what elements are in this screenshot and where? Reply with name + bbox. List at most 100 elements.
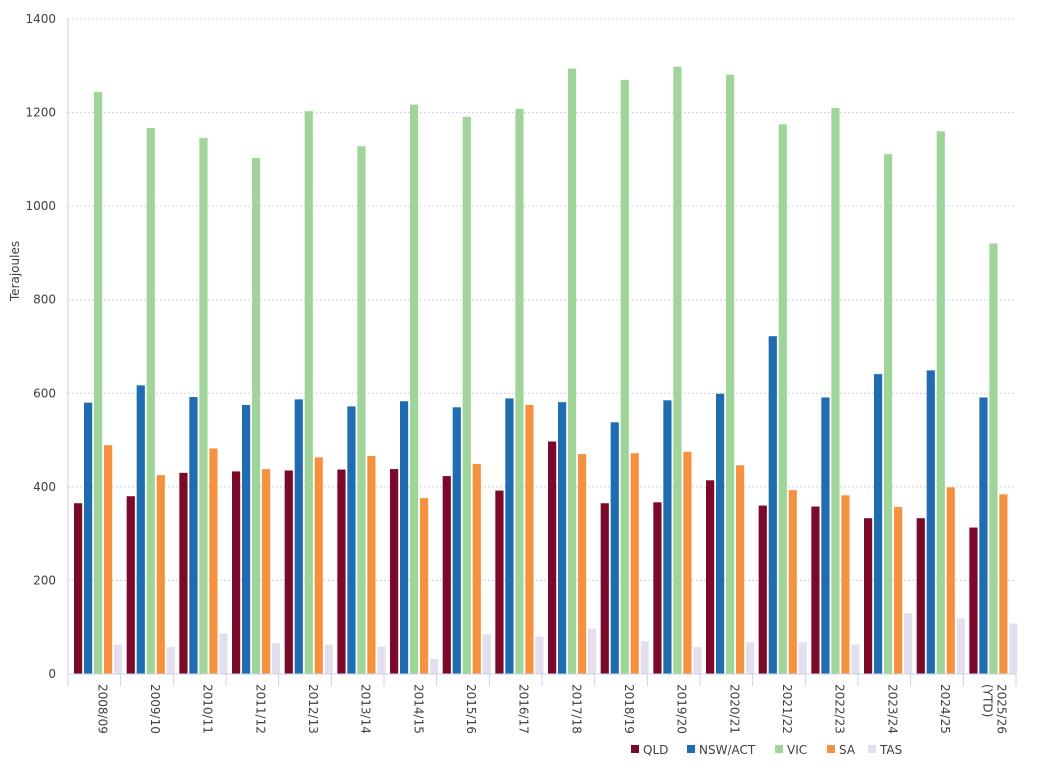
legend-item-vic: VIC [775, 743, 807, 757]
bar-sa-2 [209, 448, 218, 674]
bar-vic-16 [936, 131, 945, 675]
bar-vic-2 [199, 137, 208, 675]
bar-sa-16 [946, 487, 955, 674]
bar-sa-5 [367, 455, 376, 674]
bar-nsw-act-16 [926, 370, 935, 674]
y-tick-label: 1400 [25, 12, 56, 26]
bar-tas-5 [377, 646, 386, 674]
bar-nsw-act-11 [663, 400, 672, 674]
x-tick-label: 2023/24 [885, 684, 899, 734]
y-tick-label: 0 [48, 667, 56, 681]
bar-sa-10 [630, 453, 639, 674]
bar-nsw-act-5 [347, 406, 356, 674]
bar-sa-6 [420, 498, 429, 674]
bar-qld-4 [284, 470, 293, 674]
bar-qld-13 [758, 505, 767, 674]
x-tick-label: 2024/25 [938, 684, 952, 734]
bar-vic-15 [884, 154, 893, 675]
bar-vic-1 [146, 128, 155, 674]
bar-qld-0 [74, 503, 83, 674]
bar-vic-12 [726, 74, 735, 675]
bar-tas-12 [746, 642, 755, 674]
legend-item-nsw-act: NSW/ACT [687, 743, 756, 757]
bar-tas-14 [851, 644, 860, 674]
x-tick-label: 2015/16 [464, 684, 478, 734]
bar-vic-10 [620, 79, 629, 675]
bar-tas-3 [272, 643, 281, 674]
bar-qld-11 [653, 502, 662, 674]
y-tick-labels: 0 200 400 600 800 1000 1200 1400 [25, 12, 56, 681]
bar-tas-7 [482, 634, 491, 674]
legend-swatch [868, 745, 876, 753]
bar-tas-15 [904, 613, 913, 674]
bar-nsw-act-13 [768, 336, 777, 674]
bar-vic-8 [515, 108, 524, 675]
x-tick-label: 2018/19 [622, 684, 636, 734]
bars [74, 66, 1018, 675]
x-tick-label: 2012/13 [306, 684, 320, 734]
bar-vic-4 [304, 111, 313, 675]
gridlines [68, 18, 1016, 581]
legend-label: NSW/ACT [699, 743, 756, 757]
bar-vic-17 [989, 243, 998, 675]
x-tick-label: 2022/23 [833, 684, 847, 734]
bar-nsw-act-9 [558, 402, 567, 674]
legend-swatch [631, 745, 639, 753]
legend-item-tas: TAS [868, 743, 902, 757]
bar-tas-16 [956, 618, 965, 674]
x-tick-labels: 2008/09 2009/10 2010/11 2011/12 2012/13 2013/… [95, 684, 1008, 734]
legend-item-sa: SA [827, 743, 856, 757]
bar-tas-9 [588, 628, 597, 674]
bar-qld-1 [126, 496, 135, 674]
bar-nsw-act-8 [505, 398, 514, 674]
bar-qld-6 [390, 469, 399, 674]
bar-vic-3 [252, 157, 261, 675]
legend-label: VIC [787, 743, 807, 757]
bar-sa-13 [788, 490, 797, 674]
bar-vic-11 [673, 66, 682, 674]
x-tick-label: 2008/09 [95, 684, 109, 734]
legend: QLD NSW/ACT VIC SA TAS [631, 743, 902, 757]
bar-nsw-act-15 [874, 374, 883, 674]
bar-qld-8 [495, 490, 504, 674]
legend-label: TAS [879, 743, 902, 757]
x-tick-label: 2019/20 [675, 684, 689, 734]
bar-sa-11 [683, 451, 692, 674]
bar-vic-13 [778, 124, 787, 674]
bar-sa-8 [525, 404, 534, 674]
bar-qld-16 [916, 518, 925, 674]
bar-nsw-act-7 [452, 407, 461, 674]
bar-qld-9 [548, 441, 557, 674]
bar-nsw-act-4 [294, 399, 303, 674]
bar-tas-1 [166, 646, 175, 674]
bar-tas-17 [1009, 623, 1018, 674]
bar-tas-0 [114, 644, 123, 674]
bar-tas-13 [798, 642, 807, 674]
bar-qld-12 [706, 480, 715, 674]
bar-vic-9 [568, 68, 577, 675]
y-tick-label: 1000 [25, 199, 56, 213]
bar-tas-10 [640, 641, 649, 674]
bar-qld-2 [179, 472, 188, 674]
y-tick-label: 800 [33, 293, 56, 307]
bar-nsw-act-17 [979, 397, 988, 674]
bar-sa-3 [262, 469, 271, 674]
bar-sa-9 [578, 454, 587, 674]
bar-nsw-act-6 [400, 401, 409, 674]
bar-sa-14 [841, 495, 850, 674]
bar-qld-17 [969, 527, 978, 674]
bar-tas-6 [430, 659, 439, 674]
bar-tas-4 [324, 644, 333, 674]
x-tick-label: 2017/18 [569, 684, 583, 734]
bar-sa-15 [894, 506, 903, 674]
bar-vic-7 [462, 116, 471, 674]
bar-qld-7 [442, 476, 451, 674]
x-tick-label: 2011/12 [253, 684, 267, 734]
bar-sa-12 [736, 465, 745, 674]
bar-nsw-act-12 [716, 393, 725, 674]
bar-tas-11 [693, 646, 702, 674]
bar-vic-5 [357, 146, 366, 674]
y-tick-label: 400 [33, 480, 56, 494]
